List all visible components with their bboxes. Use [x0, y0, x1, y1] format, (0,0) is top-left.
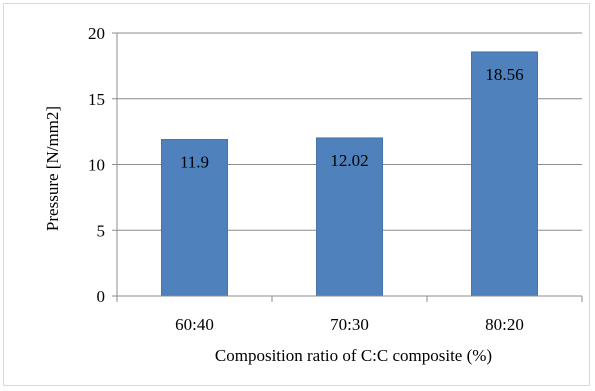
- x-axis-title: Composition ratio of C:C composite (%): [215, 346, 492, 365]
- y-tick-label: 10: [88, 156, 105, 175]
- y-tick-label: 5: [97, 221, 106, 240]
- data-label: 11.9: [180, 153, 209, 172]
- bar: [471, 51, 538, 297]
- y-tick-labels: 0 5 10 15 20: [88, 24, 117, 306]
- bar: [316, 137, 383, 297]
- x-tick-label: 60:40: [175, 315, 214, 334]
- data-labels: 11.9 12.02 18.56: [180, 65, 524, 172]
- x-tick-label: 70:30: [330, 315, 369, 334]
- data-label: 12.02: [330, 151, 368, 170]
- x-tick-labels: 60:40 70:30 80:20: [116, 296, 583, 334]
- y-tick-label: 15: [88, 90, 105, 109]
- y-tick-label: 0: [97, 287, 106, 306]
- y-axis-title: Pressure [N/mm2]: [43, 106, 62, 231]
- y-tick-label: 20: [88, 24, 105, 43]
- x-tick-label: 80:20: [485, 315, 524, 334]
- bars: [161, 51, 538, 297]
- data-label: 18.56: [485, 65, 523, 84]
